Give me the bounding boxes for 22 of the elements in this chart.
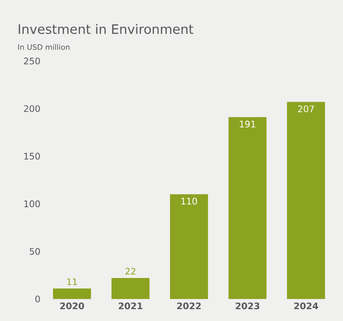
bar: [228, 117, 267, 299]
y-tick-label: 250: [24, 58, 40, 64]
x-tick-label: 2020: [60, 302, 84, 310]
y-tick-label: 150: [24, 152, 40, 160]
y-tick-label: 100: [24, 200, 40, 208]
x-tick-label: 2022: [177, 302, 201, 310]
data-label: 22: [125, 268, 136, 275]
bar: [170, 194, 208, 299]
x-tick-label: 2024: [294, 302, 318, 310]
data-label: 207: [298, 105, 314, 112]
bar: [112, 278, 150, 299]
data-label: 11: [67, 278, 77, 286]
data-label: 191: [240, 120, 256, 128]
bar: [287, 102, 326, 299]
y-tick-label: 50: [30, 248, 40, 255]
y-tick-label: 0: [35, 296, 40, 302]
x-tick-label: 2023: [236, 302, 260, 310]
y-tick-label: 200: [24, 105, 40, 112]
bar: [53, 288, 92, 299]
chart-title: Investment in Environment: [18, 24, 194, 34]
x-tick-label: 2021: [118, 302, 142, 310]
data-label: 110: [181, 198, 197, 205]
